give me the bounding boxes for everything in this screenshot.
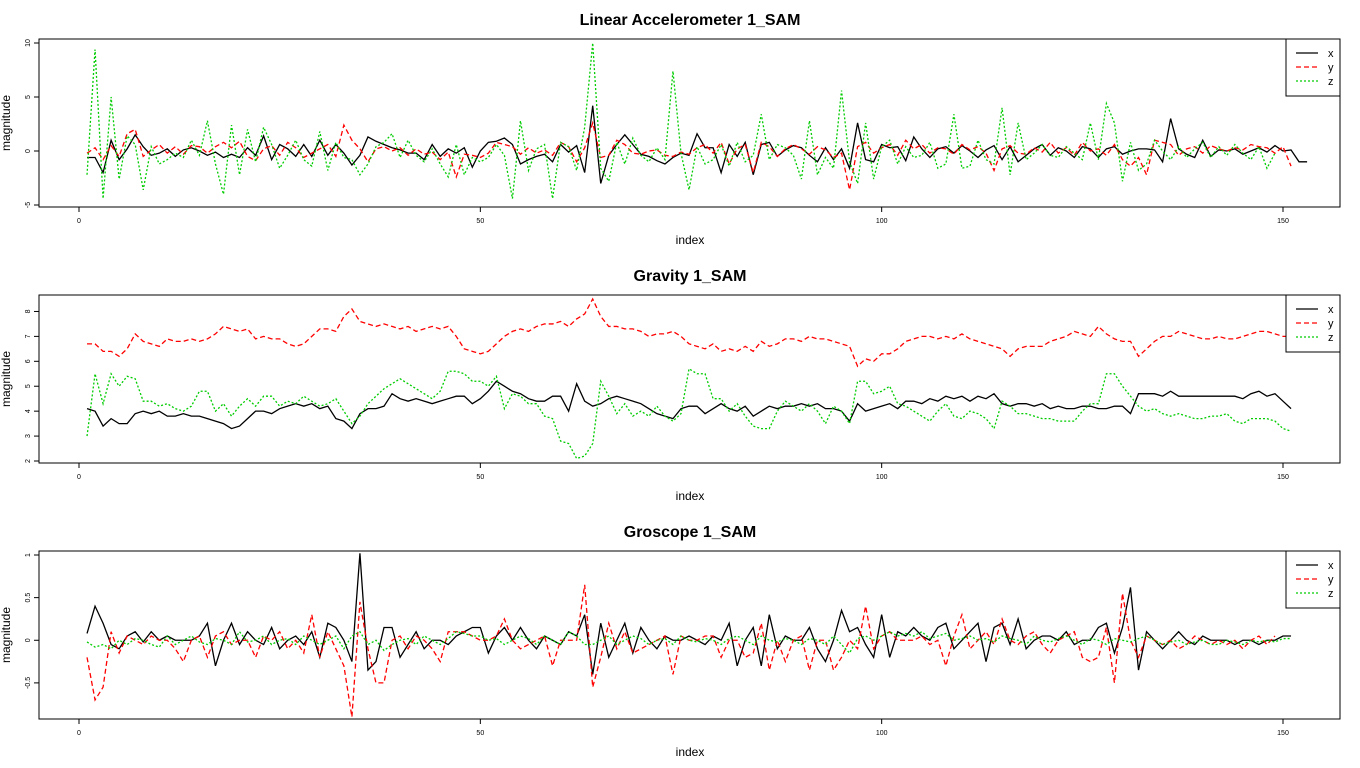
x-tick-label: 0 [77,218,81,225]
chart-title: Linear Accelerometer 1_SAM [580,12,801,29]
y-tick-label: 3 [25,434,32,438]
y-tick-label: 5 [25,384,32,388]
series-line-y [87,297,1292,368]
x-tick-label: 50 [476,730,484,737]
chart-linear-accelerometer: Linear Accelerometer 1_SAM index magnitu… [0,12,1341,247]
legend-label-y: y [1328,574,1334,586]
legend-label-y: y [1328,62,1334,74]
chart-gravity: Gravity 1_SAM index magnitude 0 50 100 150 2… [0,268,1341,503]
legend-label-z: z [1328,332,1334,344]
y-tick-label: 1 [25,553,32,557]
series-line-x [87,105,1308,184]
y-axis-label: magnitude [0,351,13,407]
plot-frame [38,38,1341,208]
y-tick-label: 4 [25,409,32,413]
y-axis-label: magnitude [0,607,13,663]
x-axis-label: index [676,489,705,503]
y-axis-label: magnitude [0,95,13,151]
series-line-z [86,42,1276,199]
y-tick-label: 0 [25,149,32,153]
x-tick-label: 100 [876,474,888,481]
series-line-z [86,630,1292,655]
x-tick-label: 150 [1277,730,1289,737]
x-tick-label: 50 [476,474,484,481]
series-line-x [86,553,1292,675]
legend-label-z: z [1328,76,1334,88]
plot-frame [38,294,1341,464]
plot-frame [38,550,1341,720]
y-tick-label: 8 [25,309,32,313]
chart-title: Groscope 1_SAM [624,524,756,541]
legend-label-y: y [1328,318,1334,330]
x-tick-label: 0 [77,474,81,481]
x-tick-label: 100 [876,730,888,737]
chart-groscope: Groscope 1_SAM index magnitude 0 50 100 150… [0,524,1341,759]
x-tick-label: 150 [1277,218,1289,225]
legend-label-z: z [1328,588,1334,600]
chart-title: Gravity 1_SAM [634,268,747,285]
y-tick-label: -5 [25,202,32,208]
y-tick-label: -0.5 [25,677,32,689]
x-tick-label: 150 [1277,474,1289,481]
x-tick-label: 100 [876,218,888,225]
x-axis-label: index [676,233,705,247]
y-tick-label: 0 [25,638,32,642]
y-tick-label: 7 [25,334,32,338]
x-axis-label: index [676,745,705,759]
y-tick-label: 5 [25,95,32,99]
y-tick-label: 6 [25,359,32,363]
x-tick-label: 50 [476,218,484,225]
y-tick-label: 0.5 [25,593,32,603]
series-line-y [86,120,1292,191]
legend-label-x: x [1328,48,1334,60]
y-tick-label: 2 [25,459,32,463]
series-line-z [86,367,1292,460]
series-line-x [86,380,1292,430]
legend-label-x: x [1328,304,1334,316]
x-tick-label: 0 [77,730,81,737]
legend-label-x: x [1328,560,1334,572]
y-tick-label: 10 [25,39,32,47]
